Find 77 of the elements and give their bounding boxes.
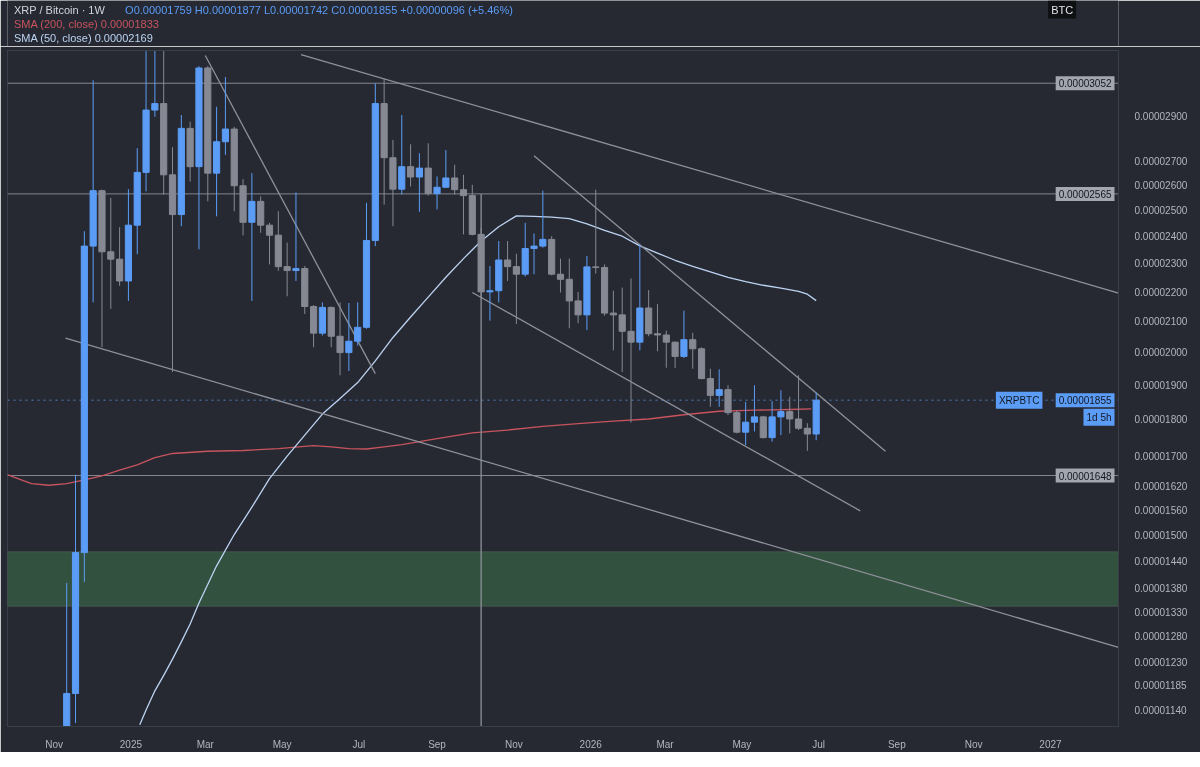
candlestick xyxy=(742,401,750,446)
y-tick-label: 0.00002200 xyxy=(1134,286,1188,298)
x-tick-label: Jul xyxy=(812,738,826,750)
candlestick xyxy=(706,368,714,408)
candlestick xyxy=(574,291,582,324)
candlestick xyxy=(451,164,459,196)
y-tick-label: 0.00001330 xyxy=(1134,606,1188,618)
y-tick-label: 0.00001700 xyxy=(1134,450,1188,462)
y-tick-label: 0.00001185 xyxy=(1134,680,1188,692)
y-tick-label: 0.00002600 xyxy=(1134,180,1188,192)
candlestick xyxy=(283,242,291,297)
candlestick xyxy=(116,226,124,287)
candlestick xyxy=(680,310,688,359)
candlestick xyxy=(265,222,274,265)
y-tick-label: 0.00001380 xyxy=(1134,583,1188,595)
y-tick-label: 0.00002000 xyxy=(1134,347,1188,359)
y-axis-title: BTC xyxy=(1051,3,1074,16)
candlestick xyxy=(592,189,600,275)
text: SMA (50, close) 0.00002169 xyxy=(13,31,153,44)
y-tick-label: 0.00001620 xyxy=(1134,481,1188,493)
ref-line-label: 0.00002565 xyxy=(1058,188,1112,200)
candlestick xyxy=(503,240,512,282)
x-tick-label: Nov xyxy=(504,738,523,750)
candlestick xyxy=(689,332,697,370)
candlestick xyxy=(248,172,256,302)
candlestick xyxy=(803,422,811,452)
ref-line-label: 0.00001648 xyxy=(1058,470,1112,482)
candlestick xyxy=(257,195,265,234)
ref-line-label: 0.00003052 xyxy=(1058,78,1112,90)
candlestick xyxy=(486,265,494,322)
candlestick xyxy=(539,190,547,249)
annotation: 1d 5h xyxy=(1086,411,1112,423)
y-tick-label: 0.00001500 xyxy=(1134,530,1188,542)
chart-title: XRP / Bitcoin · 1W xyxy=(13,3,106,16)
x-tick-label: Mar xyxy=(656,738,675,750)
y-tick-label: 0.00001280 xyxy=(1134,631,1188,643)
text: SMA (200, close) 0.00001833 xyxy=(13,17,159,30)
candlestick xyxy=(398,114,406,196)
text: O0.00001759 H0.00001877 L0.00001742 C0.00001855 +0.00000096 (+5.46%) xyxy=(125,3,513,16)
candlestick xyxy=(556,258,565,293)
candlestick xyxy=(151,50,159,118)
y-tick-label: 0.00001140 xyxy=(1134,705,1188,717)
y-tick-label: 0.00002300 xyxy=(1134,258,1188,270)
candlestick xyxy=(415,152,423,213)
candlestick xyxy=(794,374,803,431)
y-tick-label: 0.00002500 xyxy=(1134,205,1188,217)
candlestick xyxy=(786,396,794,434)
y-tick-label: 0.00002400 xyxy=(1134,231,1188,243)
y-tick-label: 0.00002100 xyxy=(1134,316,1188,328)
x-tick-label: 2026 xyxy=(579,738,603,750)
candlestick xyxy=(292,191,300,282)
x-tick-label: Nov xyxy=(45,738,64,750)
annotation: XRPBTC xyxy=(998,394,1040,406)
y-tick-label: 0.00001560 xyxy=(1134,505,1188,517)
candlestick xyxy=(407,143,415,187)
ref-line-label: 0.00001855 xyxy=(1058,395,1112,407)
candlestick xyxy=(221,76,229,156)
x-tick-label: Nov xyxy=(964,738,983,750)
x-tick-label: May xyxy=(732,738,752,750)
y-tick-label: 0.00001800 xyxy=(1134,414,1188,426)
y-tick-label: 0.00002700 xyxy=(1134,156,1188,168)
y-tick-label: 0.00001230 xyxy=(1134,656,1188,668)
x-tick-label: Mar xyxy=(196,738,215,750)
y-tick-label: 0.00001900 xyxy=(1134,379,1188,391)
line-series xyxy=(139,215,817,726)
x-tick-label: 2027 xyxy=(1039,738,1063,750)
x-tick-label: Jul xyxy=(352,738,366,750)
y-tick-label: 0.00002900 xyxy=(1134,110,1188,122)
x-tick-label: Sep xyxy=(428,738,447,750)
candlestick xyxy=(653,303,662,352)
x-tick-label: May xyxy=(272,738,292,750)
candlestick xyxy=(565,258,573,329)
x-tick-label: Sep xyxy=(887,738,907,750)
candlestick xyxy=(459,174,468,235)
candlestick xyxy=(609,290,617,351)
y-tick-label: 0.00001440 xyxy=(1134,556,1188,568)
x-tick-label: 2025 xyxy=(119,738,143,750)
